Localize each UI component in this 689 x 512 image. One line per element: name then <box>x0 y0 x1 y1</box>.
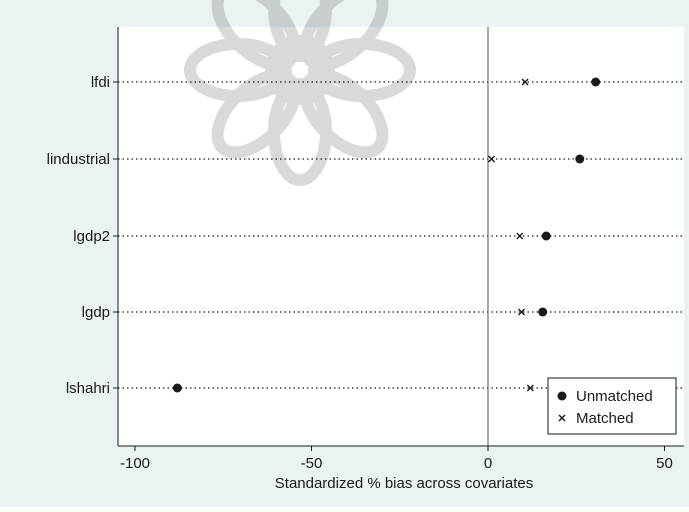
x-marker-stroke <box>558 414 566 422</box>
point-unmatched <box>538 307 548 317</box>
point-matched <box>521 78 529 86</box>
y-tick-label: lfdi <box>91 74 110 91</box>
watermark-center <box>265 35 335 105</box>
x-marker-stroke <box>488 155 496 163</box>
axes <box>113 27 684 451</box>
x-marker-stroke <box>516 232 524 240</box>
legend: Unmatched Matched <box>547 377 677 435</box>
x-tick-labels: -100 -50 0 50 <box>120 455 673 472</box>
legend-box <box>547 377 677 435</box>
x-marker-stroke <box>521 78 529 86</box>
y-tick-label: lindustrial <box>47 151 110 168</box>
x-marker-stroke <box>518 308 526 316</box>
watermark-petal <box>268 0 332 62</box>
y-tick-labels: lfdi lindustrial lgdp2 lgdp lshahri <box>47 74 110 397</box>
watermark-petal <box>299 0 389 71</box>
x-tick-label: -50 <box>301 455 323 472</box>
watermark-petal <box>308 38 416 102</box>
plot-background <box>118 27 684 446</box>
x-marker-stroke <box>526 384 534 392</box>
data-points <box>172 77 601 393</box>
point-matched <box>526 384 534 392</box>
point-unmatched <box>575 154 585 164</box>
legend-marker-unmatched <box>557 391 567 401</box>
watermark-petal <box>211 0 301 71</box>
x-tick-label: -100 <box>120 455 150 472</box>
x-tick-label: 0 <box>484 455 492 472</box>
point-matched <box>518 308 526 316</box>
legend-label: Matched <box>576 410 634 427</box>
y-tick-label: lshahri <box>66 380 110 397</box>
x-axis-title: Standardized % bias across covariates <box>275 475 533 492</box>
y-tick-label: lgdp2 <box>73 228 110 245</box>
watermark-petal <box>211 69 301 159</box>
legend-label: Unmatched <box>576 388 653 405</box>
point-unmatched <box>541 231 551 241</box>
legend-marker-matched <box>558 414 566 422</box>
x-tick-label: 50 <box>656 455 673 472</box>
point-unmatched <box>172 383 182 393</box>
watermark-emblem <box>184 0 416 186</box>
watermark-petal <box>299 69 389 159</box>
point-matched <box>488 155 496 163</box>
point-matched <box>516 232 524 240</box>
watermark-petal <box>184 38 292 102</box>
watermark-petal <box>268 78 332 186</box>
point-unmatched <box>591 77 601 87</box>
y-tick-label: lgdp <box>82 304 110 321</box>
